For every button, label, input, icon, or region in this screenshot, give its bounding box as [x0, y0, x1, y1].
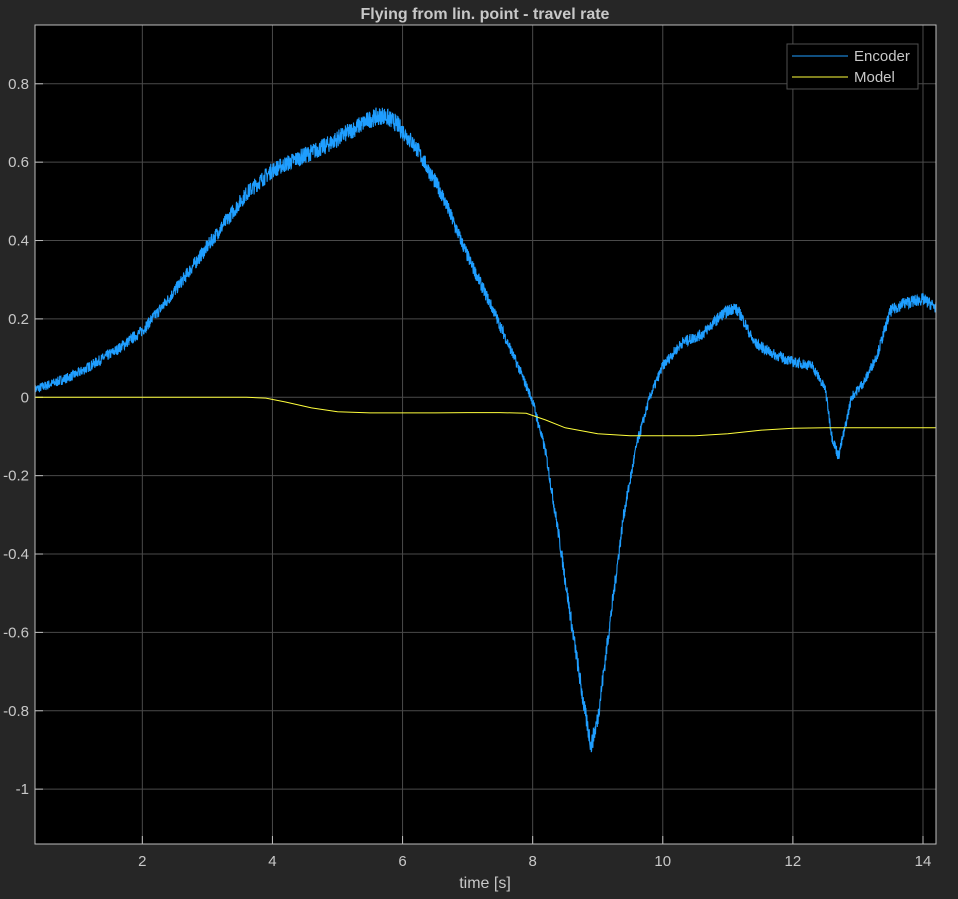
x-tick-label: 8	[528, 853, 536, 870]
grid	[35, 25, 936, 844]
x-tick-label: 2	[138, 853, 146, 870]
plot-border	[34, 24, 937, 845]
y-tick-label: 0.2	[8, 311, 29, 328]
encoder-line	[34, 107, 937, 753]
y-tick-label: 0	[21, 389, 29, 406]
model-line	[35, 396, 936, 437]
x-tick-label: 6	[398, 853, 406, 870]
legend-label-model: Model	[854, 69, 895, 86]
legend-label-encoder: Encoder	[854, 48, 910, 65]
legend[interactable]: Encoder Model	[786, 43, 919, 90]
x-tick-label: 4	[268, 853, 276, 870]
y-tick-label: -0.6	[3, 624, 29, 641]
x-tick-label: 14	[915, 853, 932, 870]
plot-area	[35, 25, 936, 844]
y-tick-label: -0.8	[3, 703, 29, 720]
x-tick-labels: 2 4 6 8 10 12 14	[138, 853, 931, 870]
y-tick-label: -0.2	[3, 468, 29, 485]
y-tick-label: 0.4	[8, 233, 29, 250]
y-tick-label: -0.4	[3, 546, 29, 563]
chart-title: Flying from lin. point - travel rate	[361, 6, 610, 23]
y-tick-labels: 0.8 0.6 0.4 0.2 0 -0.2 -0.4 -0.6 -0.8 -1	[3, 76, 29, 798]
x-tick-label: 10	[654, 853, 671, 870]
legend-box	[786, 43, 919, 90]
y-tick-label: -1	[16, 781, 29, 798]
series-lines	[34, 107, 937, 753]
y-tick-label: 0.8	[8, 76, 29, 93]
y-tick-label: 0.6	[8, 154, 29, 171]
x-axis-label: time [s]	[459, 875, 511, 892]
x-tick-label: 12	[785, 853, 802, 870]
